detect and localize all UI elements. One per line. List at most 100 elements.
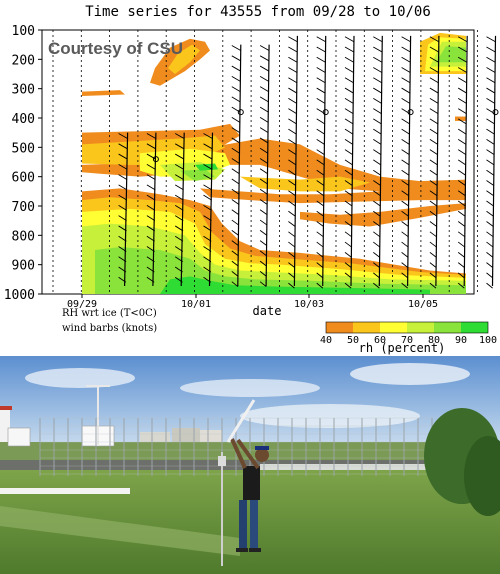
wind-barb (203, 184, 213, 191)
colorbar-swatch (380, 322, 407, 333)
wind-barb (118, 276, 127, 283)
wind-barb (288, 200, 296, 207)
colorbar-tick-label: 50 (347, 335, 359, 346)
wind-barb (174, 163, 185, 170)
wind-barb (288, 118, 297, 125)
y-axis: 100 200 300 400 500 600 700 800 900 1000 (4, 24, 42, 303)
wind-barb (231, 75, 241, 82)
wind-barb (316, 210, 324, 217)
wind-barb (457, 272, 465, 279)
wind-barb (373, 128, 382, 135)
radiosonde-launch-photo (0, 356, 500, 574)
wind-barb (486, 128, 495, 135)
wind-barb (146, 235, 155, 242)
wind-barb (203, 133, 213, 139)
wind-barb (401, 210, 409, 217)
wind-barb (146, 194, 156, 201)
wind-barb-staff (322, 35, 327, 287)
wind-barb (231, 219, 240, 226)
wind-barb (288, 159, 297, 166)
wind-barb (344, 46, 355, 53)
wind-barb (457, 108, 467, 114)
wind-barb (259, 117, 269, 123)
wind-barb (316, 97, 326, 104)
wind-barb (457, 67, 468, 73)
chain-link-fence (39, 417, 440, 476)
wind-barb (373, 108, 382, 114)
wind-barb (231, 158, 240, 164)
wind-barb (118, 246, 127, 252)
wind-barb (259, 147, 269, 154)
wind-barb (118, 163, 128, 170)
wind-barb (457, 128, 467, 135)
wind-barb (231, 147, 240, 154)
wind-barb (486, 87, 496, 94)
wind-barb (486, 77, 496, 84)
wind-barb (231, 178, 240, 185)
wind-barb (316, 241, 324, 248)
cloud (240, 404, 420, 428)
calm-wind-marker (237, 109, 244, 116)
wind-barb-staff (208, 132, 214, 287)
rh-band-80 (436, 46, 466, 63)
wind-barb (344, 108, 354, 114)
wind-barb (486, 241, 494, 248)
wind-barb (373, 97, 382, 104)
wind-barb (429, 77, 439, 84)
wind-barb (288, 77, 298, 84)
wind-barb (203, 205, 212, 211)
wind-barb (373, 67, 383, 73)
wind-barb (429, 210, 438, 217)
wind-barb-staff (463, 35, 468, 287)
wind-barb (259, 260, 267, 267)
wind-barb (316, 221, 324, 227)
note-wind-barbs: wind barbs (knots) (62, 323, 157, 334)
wind-barb (429, 97, 439, 104)
stevenson-screen (7, 427, 31, 447)
wind-barb (457, 169, 466, 176)
wind-barb (231, 96, 241, 103)
wind-barb (203, 143, 213, 150)
wind-barb (429, 67, 439, 73)
note-rh-ice: RH wrt ice (T<0C) (62, 308, 157, 319)
wind-barb (231, 281, 239, 288)
wind-barb (486, 159, 495, 166)
calm-wind-marker (152, 156, 159, 163)
x-tick-label: 10/05 (408, 299, 438, 310)
wind-barb (401, 87, 411, 94)
wind-barb (316, 169, 325, 176)
colorbar-tick-label: 70 (401, 335, 413, 346)
wind-barb (429, 169, 438, 176)
wind-barb (259, 199, 268, 205)
wind-barb (259, 86, 269, 92)
wind-barb (288, 97, 297, 104)
wind-barb (118, 174, 128, 180)
wind-barb (259, 106, 269, 113)
wind-barb (373, 190, 381, 197)
colorbar-tick-label: 60 (374, 335, 386, 346)
wind-barb (231, 271, 239, 277)
wind-barb (457, 221, 466, 227)
wind-barb (146, 205, 156, 211)
rh-band-40 (300, 203, 466, 227)
wind-barb (118, 256, 127, 263)
wind-barb (373, 36, 383, 43)
wind-barb (457, 282, 465, 289)
wind-barb (373, 118, 382, 125)
wind-barb (373, 241, 381, 248)
wind-barb (146, 184, 156, 191)
wind-barb (457, 231, 466, 238)
wind-barb (344, 241, 352, 248)
wind-barb (288, 221, 296, 227)
wind-barb (457, 210, 466, 217)
wind-barb (146, 153, 156, 160)
cloud (180, 379, 320, 397)
wind-barb (316, 262, 324, 268)
wind-barb (231, 209, 240, 216)
wind-barb-staff (180, 132, 185, 287)
wind-barb (401, 262, 409, 268)
wind-barb (401, 180, 410, 186)
wind-barb (401, 282, 409, 289)
wind-barb (429, 87, 439, 94)
wind-barb (231, 188, 240, 195)
